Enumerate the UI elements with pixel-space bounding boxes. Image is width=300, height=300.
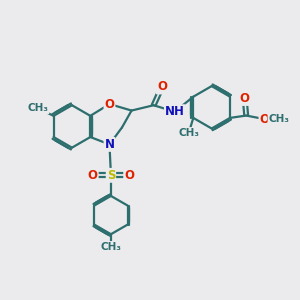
Text: N: N	[104, 138, 115, 151]
Text: CH₃: CH₃	[100, 242, 122, 252]
Text: CH₃: CH₃	[268, 114, 289, 124]
Text: O: O	[157, 80, 167, 94]
Text: O: O	[104, 98, 115, 111]
Text: CH₃: CH₃	[178, 128, 200, 138]
Text: O: O	[88, 169, 98, 182]
Text: O: O	[124, 169, 134, 182]
Text: CH₃: CH₃	[28, 103, 49, 113]
Text: S: S	[107, 169, 115, 182]
Text: NH: NH	[165, 105, 185, 118]
Text: O: O	[240, 92, 250, 105]
Text: O: O	[260, 112, 269, 126]
